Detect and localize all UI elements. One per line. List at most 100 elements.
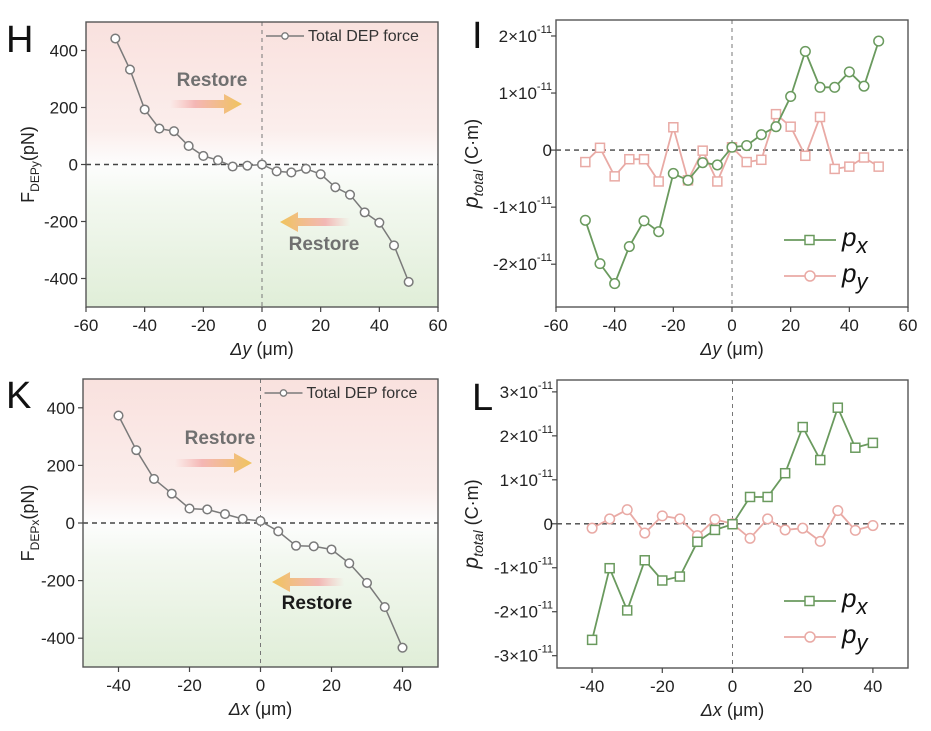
data-point xyxy=(110,33,121,44)
data-point xyxy=(829,163,840,175)
data-point xyxy=(315,169,326,180)
data-point xyxy=(858,152,870,163)
x-tick-label: -40 xyxy=(132,316,157,335)
series-p-x xyxy=(579,35,885,290)
data-point xyxy=(873,35,885,47)
x-tick-label: 60 xyxy=(899,316,918,335)
data-point xyxy=(814,81,826,93)
data-point xyxy=(800,150,811,162)
data-point xyxy=(858,80,870,92)
data-point xyxy=(359,207,370,218)
data-point xyxy=(756,154,767,166)
data-point xyxy=(623,240,635,253)
x-tick-label: -20 xyxy=(177,676,202,695)
data-point xyxy=(785,121,796,132)
data-point xyxy=(227,161,238,172)
x-tick-label: 20 xyxy=(781,316,800,335)
data-point xyxy=(711,159,723,171)
panel-letter: L xyxy=(472,377,493,419)
data-point xyxy=(755,129,767,141)
y-tick-label: 200 xyxy=(47,456,75,475)
x-tick-label: 0 xyxy=(727,316,736,335)
legend-label: px xyxy=(841,583,868,619)
restore-label: Restore xyxy=(289,234,360,255)
data-point xyxy=(697,157,709,169)
restore-arrow-left xyxy=(280,212,350,232)
data-point xyxy=(202,504,213,515)
restore-arrow-right xyxy=(175,453,252,473)
data-point xyxy=(580,156,591,168)
data-point xyxy=(797,522,809,534)
y-tick-label: 200 xyxy=(50,99,78,118)
x-tick-label: 40 xyxy=(393,676,412,695)
y-tick-label: -400 xyxy=(41,629,75,648)
x-tick-label: -20 xyxy=(650,677,675,696)
data-point xyxy=(271,166,282,177)
data-point xyxy=(168,126,180,137)
data-point xyxy=(639,555,650,566)
restore-arrow-left xyxy=(272,572,344,592)
data-point xyxy=(621,504,633,516)
data-point xyxy=(667,167,679,180)
data-point xyxy=(579,214,591,226)
data-point xyxy=(692,536,703,548)
data-point xyxy=(609,171,620,182)
data-point xyxy=(638,215,650,227)
data-point xyxy=(849,524,861,536)
data-point xyxy=(674,513,686,525)
data-point xyxy=(762,491,773,503)
data-point xyxy=(255,515,266,527)
x-tick-label: 0 xyxy=(257,316,266,335)
y-tick-label: -200 xyxy=(41,572,75,591)
y-tick-label: -1×10-11 xyxy=(493,195,552,217)
data-point xyxy=(586,634,598,646)
x-tick-label: 20 xyxy=(322,676,341,695)
data-point xyxy=(829,81,841,93)
panel-letter: I xyxy=(472,15,483,57)
restore-label: Restore xyxy=(177,70,248,91)
data-point xyxy=(653,226,665,238)
data-point xyxy=(682,174,694,186)
data-point xyxy=(388,240,400,251)
legend-marker-circle xyxy=(281,32,289,40)
data-point xyxy=(762,513,774,525)
data-point xyxy=(712,176,723,187)
panel-i: -60 -40 -20 0 20 40 60 -2×10-11 -1×10-11 0 1×10-11… xyxy=(460,15,917,359)
data-point xyxy=(344,558,355,569)
y-tick-label: -400 xyxy=(44,270,78,289)
x-axis-title: Δx (μm) xyxy=(700,700,764,720)
data-point xyxy=(212,155,224,166)
data-point xyxy=(727,518,738,530)
legend-label: py xyxy=(841,258,869,294)
data-point xyxy=(741,139,753,152)
y-tick-label: -2×10-11 xyxy=(494,600,553,622)
data-point xyxy=(770,121,782,133)
restore-label: Restore xyxy=(282,593,353,614)
data-point xyxy=(844,161,855,172)
data-point xyxy=(639,527,651,539)
data-point xyxy=(256,159,268,170)
x-tick-label: 40 xyxy=(370,316,389,335)
data-point xyxy=(594,142,606,154)
data-point xyxy=(674,571,686,582)
data-point xyxy=(300,163,312,174)
legend-marker-circle xyxy=(804,631,816,643)
data-point xyxy=(604,562,615,574)
data-point xyxy=(148,473,160,484)
y-tick-label: 0 xyxy=(66,514,75,533)
x-axis-title: Δx (μm) xyxy=(228,699,292,719)
data-point xyxy=(832,505,844,517)
data-point xyxy=(815,454,826,466)
x-tick-label: -20 xyxy=(661,316,686,335)
x-tick-label: 40 xyxy=(863,677,882,696)
data-point xyxy=(397,642,408,653)
data-point xyxy=(361,577,373,588)
restore-arrow-right xyxy=(170,94,242,114)
x-tick-label: 20 xyxy=(311,316,330,335)
y-tick-label: -200 xyxy=(44,213,78,232)
legend-marker-square xyxy=(804,234,815,246)
data-point xyxy=(770,108,782,120)
